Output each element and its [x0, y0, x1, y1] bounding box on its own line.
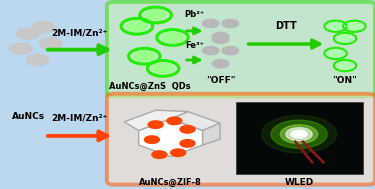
Circle shape: [338, 35, 352, 42]
Text: "OFF": "OFF": [206, 76, 235, 85]
Circle shape: [9, 43, 32, 54]
Circle shape: [167, 117, 182, 125]
Text: 2M-IM/Zn²⁺: 2M-IM/Zn²⁺: [51, 29, 108, 37]
Text: AuNCs@ZnS  QDs: AuNCs@ZnS QDs: [109, 81, 191, 91]
Circle shape: [26, 54, 49, 66]
FancyBboxPatch shape: [107, 94, 375, 185]
Polygon shape: [139, 119, 202, 157]
Circle shape: [153, 63, 174, 74]
Polygon shape: [171, 112, 220, 130]
Text: AuNCs@ZIF-8: AuNCs@ZIF-8: [138, 178, 201, 187]
Circle shape: [262, 115, 337, 153]
Circle shape: [271, 120, 327, 148]
Text: 2M-IM/Zn²⁺: 2M-IM/Zn²⁺: [51, 114, 108, 123]
Circle shape: [32, 22, 54, 33]
Circle shape: [212, 33, 229, 41]
Polygon shape: [124, 110, 188, 130]
Circle shape: [171, 149, 186, 156]
Circle shape: [212, 35, 229, 43]
Circle shape: [17, 28, 39, 39]
Circle shape: [222, 19, 238, 28]
Text: Fe³⁺: Fe³⁺: [185, 41, 204, 50]
Circle shape: [152, 151, 167, 158]
Text: AuNCs: AuNCs: [12, 112, 45, 122]
Circle shape: [295, 132, 304, 136]
Text: DTT: DTT: [275, 21, 297, 31]
Circle shape: [202, 19, 219, 28]
FancyBboxPatch shape: [107, 2, 375, 97]
Circle shape: [338, 62, 352, 69]
Circle shape: [291, 130, 308, 138]
Circle shape: [180, 125, 195, 133]
Circle shape: [280, 125, 318, 144]
Circle shape: [144, 136, 159, 143]
Circle shape: [148, 121, 163, 128]
Circle shape: [348, 23, 361, 30]
Circle shape: [180, 140, 195, 147]
Circle shape: [212, 60, 229, 68]
Polygon shape: [202, 123, 220, 145]
Text: WLED: WLED: [284, 178, 314, 187]
Circle shape: [145, 10, 166, 20]
Text: Pb²⁺: Pb²⁺: [184, 10, 204, 19]
Circle shape: [286, 128, 312, 141]
Circle shape: [202, 46, 219, 55]
Circle shape: [162, 32, 183, 43]
Circle shape: [222, 46, 238, 55]
Circle shape: [126, 21, 147, 32]
Circle shape: [39, 37, 62, 49]
Text: "ON": "ON": [332, 76, 357, 85]
Circle shape: [329, 23, 342, 30]
Circle shape: [329, 50, 342, 57]
FancyBboxPatch shape: [236, 102, 363, 174]
Circle shape: [134, 51, 155, 61]
